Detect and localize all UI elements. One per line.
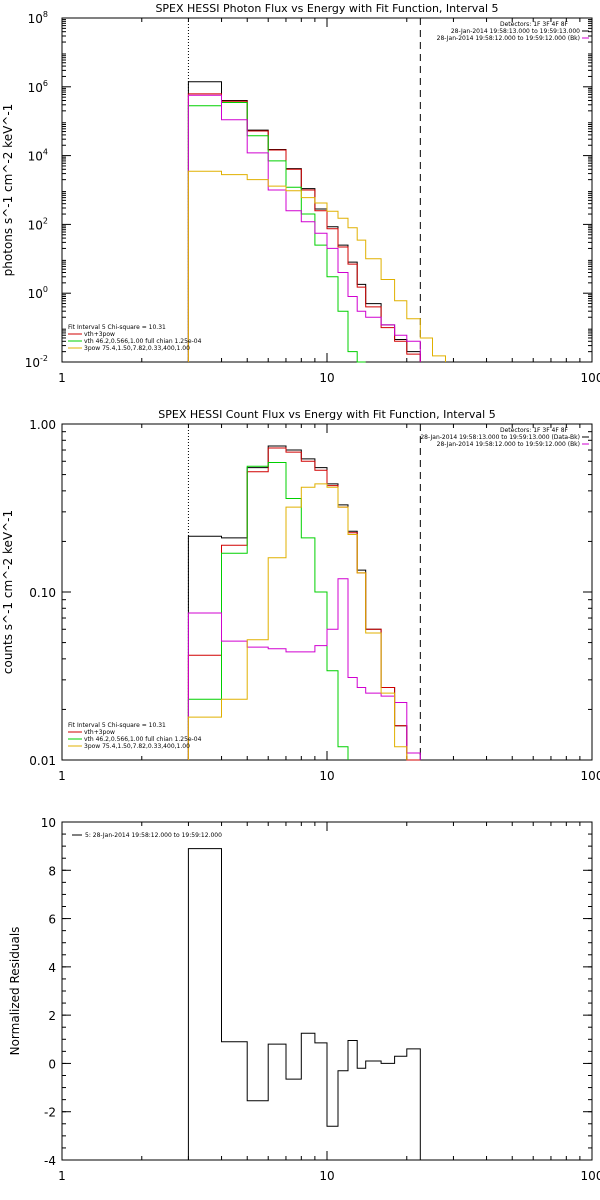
series-line-4 [187, 578, 421, 760]
legend-bottom-left-line: 3pow 75.4,1.50,7.82,0.33,400,1.00 [84, 743, 190, 750]
x-tick-label: 10 [319, 769, 334, 783]
y-tick-label: 10 [41, 816, 56, 830]
series-line-5 [187, 483, 408, 760]
legend-top-right-line: Detectors: 1F 3F 4F 8F [500, 21, 569, 28]
series-line-1 [187, 445, 421, 760]
x-tick-label: 10 [319, 371, 334, 385]
x-tick-label: 10 [319, 1169, 334, 1183]
series-line-3 [187, 102, 366, 363]
series-line-2 [187, 447, 421, 761]
y-tick-label: 0 [48, 1057, 56, 1071]
series-line-2 [187, 93, 421, 362]
legend-bottom-left-line: vth 46.2,0.566,1.00 full chian 1.25e-04 [84, 338, 202, 345]
y-tick-label: 104 [28, 148, 48, 164]
y-tick-label: 108 [28, 10, 48, 26]
y-tick-label: 106 [28, 79, 48, 95]
x-tick-label: 1 [58, 769, 66, 783]
plot-frame [61, 17, 593, 363]
legend-bottom-left-line: 3pow 75.4,1.50,7.82,0.33,400,1.00 [84, 345, 190, 352]
legend-bottom-left-line: Fit Interval 5 Chi-square = 10.31 [68, 722, 166, 729]
y-tick-label: 6 [48, 913, 56, 927]
chart-title: SPEX HESSI Photon Flux vs Energy with Fi… [155, 2, 498, 15]
chart-panel-3: 1 10 100 -4 -2 0 2 4 6 8 10 Normalized Residuals 5: … [8, 816, 600, 1183]
chart-title: SPEX HESSI Count Flux vs Energy with Fit… [158, 408, 495, 421]
series-line-5 [187, 170, 446, 362]
legend-bottom-left-line: vth 46.2,0.566,1.00 full chian 1.25e-04 [84, 736, 202, 743]
x-tick-label: 100 [581, 1169, 600, 1183]
legend-top-right-line: 28-Jan-2014 19:58:12.000 to 19:59:12.000… [437, 441, 580, 448]
chart-panel-1: SPEX HESSI Photon Flux vs Energy with Fi… [1, 2, 600, 385]
x-tick-label: 1 [58, 1169, 66, 1183]
legend-bottom-left-line: vth+3pow [84, 729, 115, 736]
series-line-3 [187, 462, 349, 760]
y-tick-label: 102 [28, 216, 48, 232]
x-tick-label: 1 [58, 371, 66, 385]
y-axis-label: photons s^-1 cm^-2 keV^-1 [1, 104, 15, 277]
y-tick-label: 100 [28, 285, 48, 301]
y-tick-label: -4 [44, 1154, 56, 1168]
legend-top-left-line: 5: 28-Jan-2014 19:58:12.000 to 19:59:12.… [85, 832, 222, 839]
legend-top-right-line: 28-Jan-2014 19:58:13.000 to 19:59:13.000 [451, 28, 580, 35]
y-tick-label: 8 [48, 864, 56, 878]
y-tick-label: 10-2 [25, 354, 48, 370]
legend-top-right-line: 28-Jan-2014 19:58:13.000 to 19:59:13.000… [420, 434, 580, 441]
y-axis-label: Normalized Residuals [8, 927, 22, 1056]
series-line-1 [187, 848, 421, 1160]
y-tick-label: 0.10 [29, 586, 56, 600]
y-tick-label: 2 [48, 1009, 56, 1023]
y-tick-label: 0.01 [29, 754, 56, 768]
legend-bottom-left-line: vth+3pow [84, 331, 115, 338]
series-line-4 [187, 94, 421, 362]
legend-bottom-left-line: Fit Interval 5 Chi-square = 10.31 [68, 324, 166, 331]
y-tick-label: 4 [48, 961, 56, 975]
x-tick-label: 100 [581, 371, 600, 385]
y-tick-label: 1.00 [29, 418, 56, 432]
x-tick-label: 100 [581, 769, 600, 783]
y-axis-label: counts s^-1 cm^-2 keV^-1 [1, 510, 15, 674]
chart-panel-2: SPEX HESSI Count Flux vs Energy with Fit… [1, 408, 600, 783]
legend-top-right-line: 28-Jan-2014 19:58:12.000 to 19:59:12.000… [437, 35, 580, 42]
legend-top-right-line: Detectors: 1F 3F 4F 8F [500, 427, 569, 434]
y-tick-label: -2 [44, 1106, 56, 1120]
